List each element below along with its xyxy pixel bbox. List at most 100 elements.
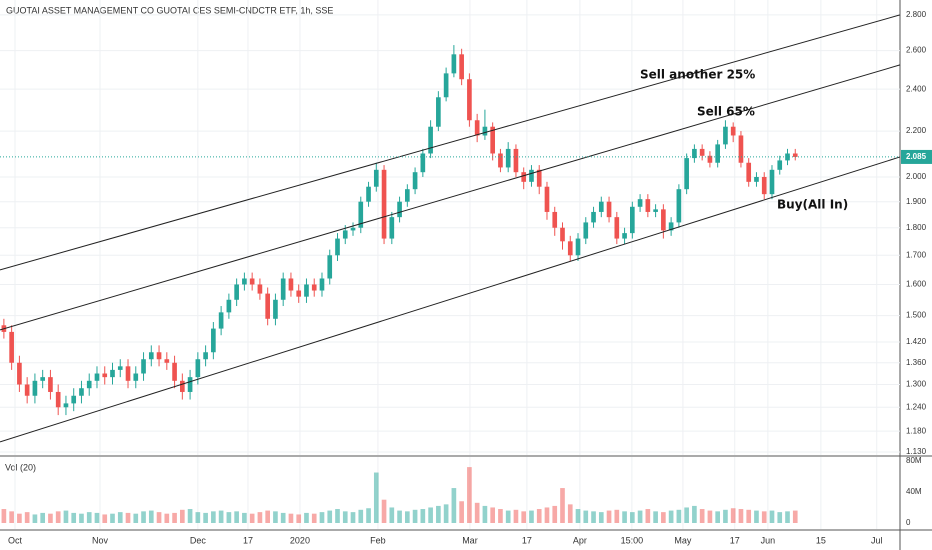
candle-body <box>79 388 84 396</box>
candle-body <box>459 54 464 80</box>
candle-body <box>117 366 123 370</box>
volume-bar <box>521 511 527 523</box>
volume-bar <box>280 512 286 523</box>
volume-bar <box>218 510 224 523</box>
candle-body <box>490 126 495 154</box>
x-tick-label: Oct <box>8 535 23 545</box>
candle-body <box>498 153 503 168</box>
candle-body <box>304 284 309 297</box>
volume-bar <box>482 505 488 523</box>
volume-bar <box>17 513 22 523</box>
candle-body <box>133 373 139 381</box>
candle-body <box>148 352 154 360</box>
candle-body <box>769 169 775 195</box>
volume-bar <box>591 511 596 523</box>
candle-body <box>125 366 131 381</box>
volume-bar <box>785 511 790 523</box>
volume-bar <box>117 512 123 523</box>
candle-body <box>211 328 216 353</box>
volume-bar <box>754 510 759 523</box>
trend-line <box>0 156 901 443</box>
volume-bar <box>738 509 744 523</box>
volume-bar <box>358 509 364 523</box>
volume-bar <box>156 512 162 523</box>
candle-body <box>653 209 658 212</box>
x-tick-label: May <box>674 535 692 545</box>
volume-bar <box>630 512 635 523</box>
candle-body <box>350 227 356 231</box>
candle-body <box>761 176 767 195</box>
annotation: Sell another 25% <box>640 68 755 82</box>
candle-body <box>172 362 177 381</box>
volume-bar <box>350 512 356 523</box>
candle-body <box>249 278 255 285</box>
candle-body <box>630 206 635 234</box>
candle-body <box>24 384 30 396</box>
candle-body <box>661 209 666 231</box>
volume-bar <box>544 507 550 523</box>
y-tick-label: 1.360 <box>906 358 927 367</box>
volume-bar <box>769 510 775 523</box>
candle-body <box>560 227 565 242</box>
volume-bar <box>699 509 705 523</box>
candle-body <box>692 148 697 159</box>
candle-body <box>335 238 340 256</box>
candle-body <box>102 373 108 378</box>
volume-bar <box>614 509 620 523</box>
y-tick-label: 1.420 <box>906 337 927 346</box>
candle-body <box>614 217 620 239</box>
candle-body <box>234 284 239 300</box>
volume-bar <box>723 509 728 523</box>
chart-title: GUOTAI ASSET MANAGEMENT CO GUOTAI CES SE… <box>6 5 333 15</box>
candle-body <box>684 158 689 190</box>
x-tick-label: 17 <box>730 535 740 545</box>
volume-bar <box>273 511 278 523</box>
x-tick-label: 2020 <box>290 535 310 545</box>
candle-body <box>296 290 302 297</box>
x-tick-label: 15:00 <box>621 535 644 545</box>
volume-bar <box>304 512 309 523</box>
volume-bar <box>94 512 100 523</box>
volume-bar <box>172 512 177 523</box>
candle-body <box>622 233 627 239</box>
candle-body <box>513 148 519 173</box>
volume-bar <box>381 499 387 523</box>
candle-body <box>373 169 379 187</box>
y-tick-label: 1.130 <box>906 447 927 456</box>
volume-bar <box>761 511 767 523</box>
candle-body <box>505 148 511 168</box>
candle-body <box>156 352 162 360</box>
volume-bar <box>1 509 7 523</box>
volume-bar <box>668 510 674 523</box>
volume-bar <box>296 514 302 523</box>
volume-bar <box>777 512 783 523</box>
candle-body <box>521 172 527 182</box>
candle-body <box>428 126 433 154</box>
candle-body <box>40 377 45 381</box>
x-tick-label: 17 <box>243 535 253 545</box>
volume-bar <box>467 467 472 523</box>
y-tick-label: 1.800 <box>906 223 927 232</box>
volume-bar <box>490 507 495 523</box>
candle-body <box>723 126 728 145</box>
x-tick-label: Jun <box>761 535 776 545</box>
x-tick-label: Jul <box>871 535 883 545</box>
volume-bar <box>180 509 185 523</box>
candle-body <box>544 186 550 212</box>
volume-bar <box>24 512 30 523</box>
volume-bar <box>397 510 402 523</box>
candle-body <box>86 380 92 389</box>
volume-bar <box>498 509 503 523</box>
volume-bar <box>164 513 170 523</box>
candle-body <box>55 391 61 408</box>
candle-body <box>567 241 573 256</box>
volume-bar <box>148 510 154 523</box>
trend-line <box>0 64 901 331</box>
volume-bar <box>265 510 270 523</box>
volume-tick-label: 80M <box>906 456 922 465</box>
volume-bar <box>598 512 604 523</box>
candle-body <box>265 293 270 319</box>
volume-bar <box>529 510 534 523</box>
y-tick-label: 1.700 <box>906 250 927 259</box>
